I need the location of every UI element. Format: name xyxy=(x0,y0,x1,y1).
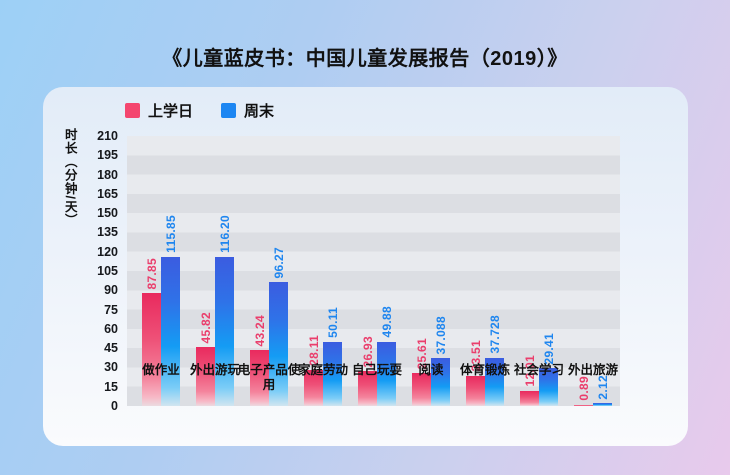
schoolday-swatch-icon xyxy=(125,103,140,118)
legend-label: 周末 xyxy=(244,103,275,120)
bar-value-label: 28.11 xyxy=(306,334,321,366)
y-tick-label: 15 xyxy=(104,379,118,394)
bar-上学日-做作业: 87.85 xyxy=(142,258,161,406)
bar-上学日-体育锻炼: 23.51 xyxy=(466,340,485,406)
x-tick-label: 外出旅游 xyxy=(567,363,618,377)
bar-上学日-阅读: 25.61 xyxy=(412,338,431,406)
y-axis-title: 时长（分钟/天） xyxy=(62,128,77,227)
x-tick-label: 电子产品使用 xyxy=(237,363,301,392)
bar-上学日-自己玩耍: 26.93 xyxy=(358,336,377,406)
bar-周末-阅读: 37.088 xyxy=(431,316,450,406)
y-tick-label: 0 xyxy=(111,399,118,413)
y-tick-label: 45 xyxy=(104,341,118,356)
y-tick-label: 135 xyxy=(97,225,118,240)
y-tick-label: 150 xyxy=(97,206,118,221)
y-tick-label: 165 xyxy=(97,186,118,201)
legend-label: 上学日 xyxy=(148,103,194,120)
legend-item-schoolday: 上学日 xyxy=(125,100,193,121)
y-tick-label: 75 xyxy=(104,302,118,317)
y-tick-label: 90 xyxy=(104,283,118,298)
chart-card: 上学日 周末 时长（分钟/天） 0 15 30 45 60 75 90 105 120 135 15… xyxy=(43,87,688,446)
x-tick-label: 家庭劳动 xyxy=(297,363,348,377)
bar-value-label: 49.88 xyxy=(379,306,394,338)
y-tick-label: 180 xyxy=(97,167,118,182)
bar-周末-外出游玩: 116.20 xyxy=(215,215,234,406)
x-tick-label: 外出游玩 xyxy=(189,363,240,377)
legend-item-weekend: 周末 xyxy=(221,100,274,121)
bar-value-label: 45.82 xyxy=(198,311,213,344)
bar-周末-外出旅游: 2.12 xyxy=(593,375,612,406)
bar-周末-电子产品使用: 96.27 xyxy=(269,247,288,406)
bar-value-label: 87.85 xyxy=(144,257,159,290)
x-tick-label: 社会学习 xyxy=(513,363,564,377)
bar-value-label: 0.89 xyxy=(576,376,591,401)
bar-value-label: 2.12 xyxy=(595,374,610,400)
bar-value-label: 96.27 xyxy=(271,246,286,279)
bar-value-label: 37.088 xyxy=(433,315,448,355)
bar-value-label: 116.20 xyxy=(217,214,232,253)
x-tick-label: 阅读 xyxy=(418,363,444,377)
bar-上学日-外出游玩: 45.82 xyxy=(196,312,215,406)
bar-上学日-家庭劳动: 28.11 xyxy=(304,335,323,406)
bar-上学日-外出旅游: 0.89 xyxy=(574,376,593,406)
y-tick-label: 210 xyxy=(97,129,118,143)
y-tick-label: 30 xyxy=(104,360,118,375)
bar-value-label: 50.11 xyxy=(325,306,340,338)
bar-上学日-社会学习: 12.01 xyxy=(520,355,539,406)
bar-周末-家庭劳动: 50.11 xyxy=(323,307,342,406)
bar-周末-自己玩耍: 49.88 xyxy=(377,306,396,406)
y-tick-label: 60 xyxy=(104,321,118,336)
bar-value-label: 43.24 xyxy=(252,314,267,347)
y-tick-label: 195 xyxy=(97,148,118,163)
x-tick-label: 做作业 xyxy=(142,363,180,377)
bar-周末-做作业: 115.85 xyxy=(161,215,180,406)
bar-上学日-电子产品使用: 43.24 xyxy=(250,315,269,406)
plot-area: 0 15 30 45 60 75 90 105 120 135 150 165 180 195 210 87.… xyxy=(97,129,620,413)
page-title: 《儿童蓝皮书：中国儿童发展报告（2019）》 xyxy=(162,48,568,70)
y-tick-label: 120 xyxy=(97,244,118,259)
y-tick-label: 105 xyxy=(97,264,118,278)
bar-周末-社会学习: 29.41 xyxy=(539,333,558,406)
legend: 上学日 周末 xyxy=(125,100,274,121)
bar-value-label: 115.85 xyxy=(163,215,178,254)
bar-value-label: 29.41 xyxy=(541,332,556,365)
weekend-swatch-icon xyxy=(221,103,237,118)
bar-周末-体育锻炼: 37.728 xyxy=(485,315,504,406)
x-tick-label: 体育锻炼 xyxy=(459,363,510,377)
x-tick-label: 自己玩耍 xyxy=(351,363,402,377)
bar-value-label: 37.728 xyxy=(487,314,502,354)
